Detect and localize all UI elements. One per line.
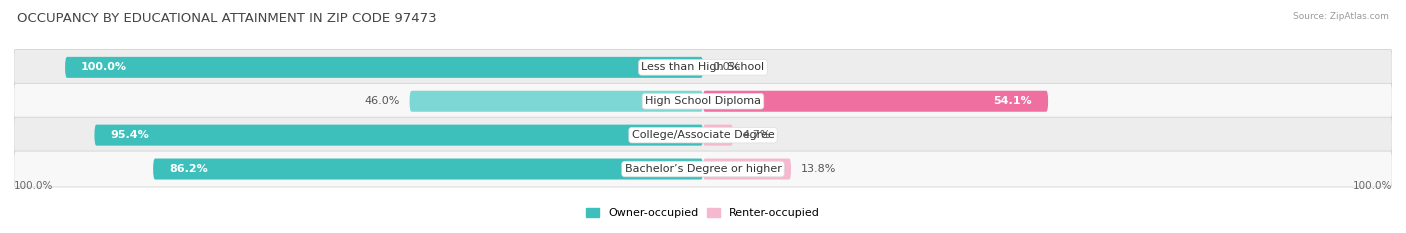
FancyBboxPatch shape	[703, 125, 733, 146]
FancyBboxPatch shape	[65, 57, 703, 78]
Text: 86.2%: 86.2%	[169, 164, 208, 174]
FancyBboxPatch shape	[94, 125, 703, 146]
Text: 13.8%: 13.8%	[800, 164, 837, 174]
FancyBboxPatch shape	[14, 83, 1392, 119]
FancyBboxPatch shape	[14, 151, 1392, 187]
Text: 0.0%: 0.0%	[713, 62, 741, 72]
Text: 54.1%: 54.1%	[994, 96, 1032, 106]
Text: Source: ZipAtlas.com: Source: ZipAtlas.com	[1294, 12, 1389, 21]
Text: High School Diploma: High School Diploma	[645, 96, 761, 106]
FancyBboxPatch shape	[703, 91, 1047, 112]
Text: 46.0%: 46.0%	[364, 96, 399, 106]
Text: Less than High School: Less than High School	[641, 62, 765, 72]
Text: 100.0%: 100.0%	[1353, 181, 1392, 191]
Text: College/Associate Degree: College/Associate Degree	[631, 130, 775, 140]
FancyBboxPatch shape	[703, 158, 792, 180]
FancyBboxPatch shape	[153, 158, 703, 180]
FancyBboxPatch shape	[14, 117, 1392, 153]
Text: 4.7%: 4.7%	[742, 130, 770, 140]
FancyBboxPatch shape	[409, 91, 703, 112]
Text: OCCUPANCY BY EDUCATIONAL ATTAINMENT IN ZIP CODE 97473: OCCUPANCY BY EDUCATIONAL ATTAINMENT IN Z…	[17, 12, 436, 25]
Text: 100.0%: 100.0%	[14, 181, 53, 191]
FancyBboxPatch shape	[14, 49, 1392, 85]
Text: Bachelor’s Degree or higher: Bachelor’s Degree or higher	[624, 164, 782, 174]
Text: 100.0%: 100.0%	[82, 62, 127, 72]
Legend: Owner-occupied, Renter-occupied: Owner-occupied, Renter-occupied	[586, 208, 820, 218]
Text: 95.4%: 95.4%	[111, 130, 149, 140]
